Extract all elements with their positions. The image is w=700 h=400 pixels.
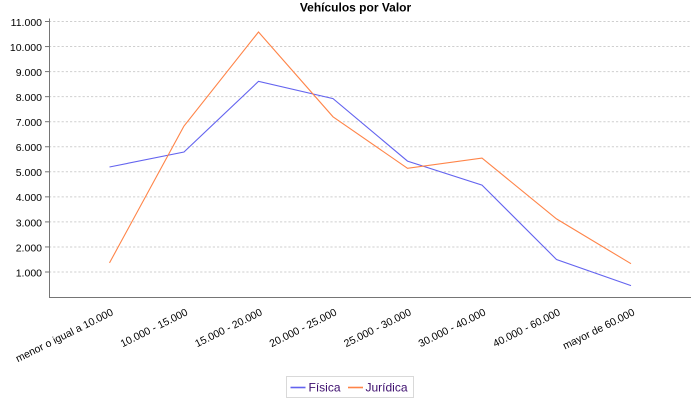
svg-text:10.000: 10.000 <box>10 42 42 54</box>
svg-text:Vehículos por Valor: Vehículos por Valor <box>300 1 412 15</box>
svg-text:Jurídica: Jurídica <box>366 380 408 394</box>
svg-text:5.000: 5.000 <box>16 167 42 179</box>
svg-text:Física: Física <box>309 380 341 394</box>
svg-text:3.000: 3.000 <box>16 217 42 229</box>
svg-text:1.000: 1.000 <box>16 267 42 279</box>
svg-text:9.000: 9.000 <box>16 67 42 79</box>
svg-text:6.000: 6.000 <box>16 142 42 154</box>
svg-text:8.000: 8.000 <box>16 92 42 104</box>
svg-text:11.000: 11.000 <box>11 17 42 29</box>
svg-text:7.000: 7.000 <box>16 117 42 129</box>
svg-text:2.000: 2.000 <box>16 242 42 254</box>
svg-text:4.000: 4.000 <box>16 192 42 204</box>
